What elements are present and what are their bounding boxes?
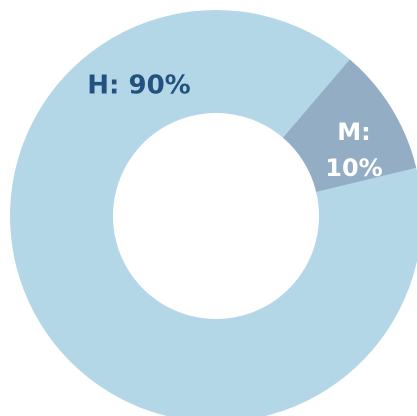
- slice-label-m-value: 10%: [325, 154, 382, 182]
- slice-label-m-name: M:: [337, 118, 370, 146]
- donut-slice-m: [282, 59, 417, 192]
- donut-slice-h: [10, 10, 417, 416]
- slice-label-h: H: 90%: [87, 71, 190, 101]
